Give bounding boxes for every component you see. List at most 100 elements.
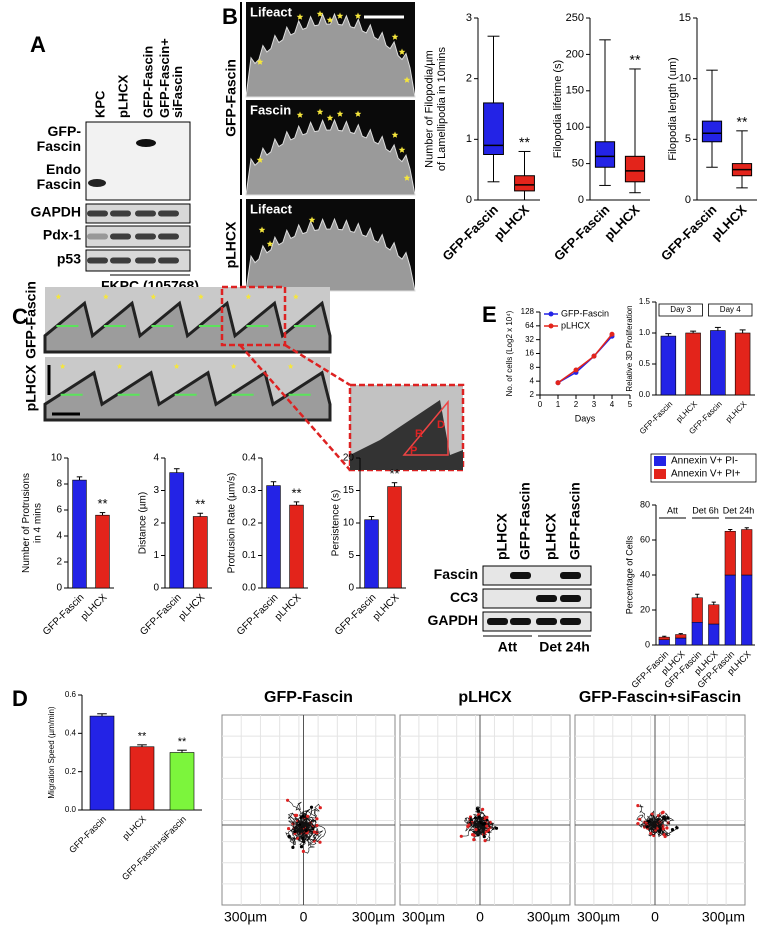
bar [266, 485, 281, 589]
y-axis-label: Filopodia length (um) [667, 57, 679, 160]
marker-star [55, 293, 62, 300]
y-tick-label: 64 [525, 321, 534, 330]
y-tick-label: 0 [466, 194, 472, 206]
y-tick-label: 128 [521, 307, 535, 316]
track [466, 819, 484, 829]
blot-band [487, 618, 508, 625]
track [650, 817, 665, 833]
track-end [660, 811, 664, 815]
track [302, 821, 318, 842]
y-axis-label: Number of Protrusions [21, 473, 32, 573]
blot-band [110, 233, 131, 240]
group-label: Det 6h [692, 505, 719, 515]
marker-star [258, 226, 266, 233]
point [555, 380, 561, 386]
significance: ** [630, 52, 641, 68]
y-tick-label: 200 [566, 48, 584, 60]
bar-segment [691, 622, 703, 646]
y-tick-label: 0.1 [242, 550, 256, 561]
y-tick-label: 2 [530, 390, 535, 399]
bar-segment [724, 531, 736, 576]
y-axis-label: Percentage of Cells [624, 535, 634, 614]
track-end [649, 831, 653, 836]
y-tick-label: 10 [679, 73, 691, 85]
marker-star [287, 363, 294, 369]
y-tick-label: 4 [153, 453, 159, 464]
y-tick-label: 60 [640, 534, 650, 544]
track-end [486, 828, 490, 832]
marker-star [391, 131, 399, 138]
bar [192, 516, 208, 589]
bar-segment [691, 597, 703, 623]
image-label: Lifeact [250, 201, 293, 216]
y-tick-label: 0 [56, 583, 62, 594]
y-tick-label: 32 [525, 335, 534, 344]
significance: ** [389, 466, 399, 481]
blot-band [158, 257, 179, 264]
y-tick-label: 20 [343, 453, 355, 464]
bar [710, 330, 726, 396]
blot-band [135, 257, 156, 264]
bar [387, 486, 402, 589]
group-box [708, 303, 753, 317]
track-axis-label: 300µm [402, 909, 445, 925]
lane-label: GFP-Fascin [567, 482, 583, 560]
track-end [647, 819, 651, 823]
y-tick-label: 0.0 [242, 583, 256, 594]
y-tick-label: 0.4 [65, 728, 77, 737]
y-axis-label: of Lamellipodia in 10mins [436, 46, 448, 171]
track-end [297, 823, 302, 827]
track-end [293, 829, 297, 834]
blot-box [85, 121, 191, 201]
box [514, 175, 535, 192]
x-tick-label: 1 [556, 400, 561, 409]
track [294, 824, 304, 838]
bar-segment [658, 636, 670, 640]
blot-band [158, 210, 179, 217]
group-label: Att [498, 639, 518, 655]
marker-star [398, 146, 406, 153]
panel-letter: B [222, 4, 238, 29]
y-tick-label: 0.2 [65, 767, 77, 776]
marker-star [308, 216, 316, 223]
y-tick-label: 0.2 [242, 518, 256, 529]
lane-label: GFP-Fascin+ [157, 38, 172, 118]
y-tick-label: 15 [343, 485, 355, 496]
track [651, 816, 675, 826]
y-tick-label: 6 [56, 505, 62, 516]
lane-label: siFascin [170, 66, 185, 118]
track-title: pLHCX [458, 689, 512, 706]
lane-label: pLHCX [494, 513, 510, 560]
track-end [670, 828, 675, 832]
zoom-connector [284, 343, 351, 387]
track-end [291, 845, 295, 850]
y-tick-label: 10 [51, 453, 63, 464]
y-tick-label: 250 [566, 12, 584, 24]
legend-swatch [654, 456, 666, 466]
track-end [638, 817, 642, 821]
bar [169, 472, 185, 589]
lane-label: KPC [92, 90, 107, 118]
marker-star [316, 10, 324, 17]
track [294, 820, 307, 831]
marker-star [354, 12, 362, 19]
marker-star [403, 76, 411, 83]
zoom-label: R [415, 428, 423, 440]
track-end [494, 826, 499, 830]
zoom-label: P [410, 445, 417, 457]
marker-star [256, 156, 264, 163]
marker-star [391, 33, 399, 40]
blot-band [110, 257, 131, 264]
zoom-label: D [437, 419, 445, 431]
blot-band [87, 257, 108, 264]
track-axis-label: 0 [300, 909, 308, 925]
track-end [485, 815, 489, 820]
track-end [483, 839, 487, 843]
track-end [675, 826, 679, 830]
blot-band [87, 233, 108, 240]
bar-segment [675, 637, 687, 646]
bar-segment [658, 639, 670, 646]
track-end [301, 849, 305, 854]
track-end [318, 806, 322, 810]
track-end [315, 817, 319, 821]
